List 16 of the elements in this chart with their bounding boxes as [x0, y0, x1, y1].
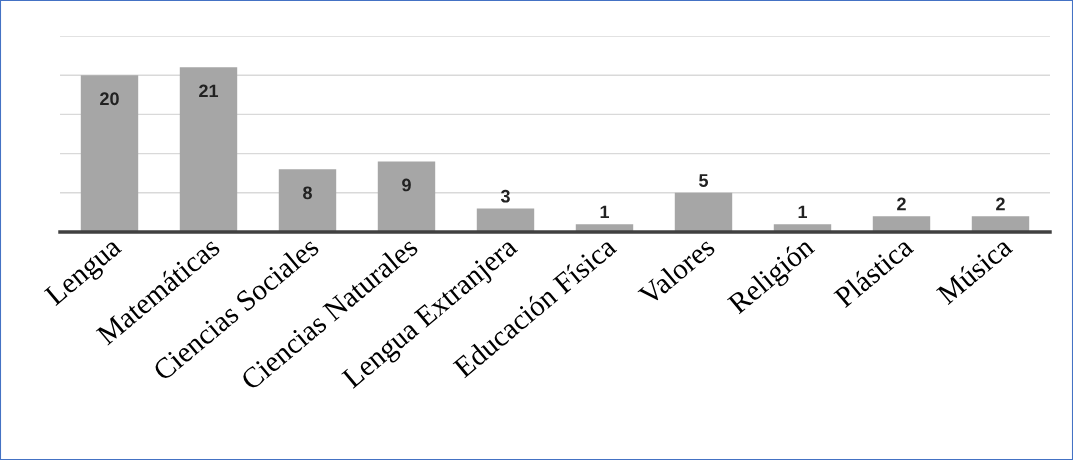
bar	[377, 161, 436, 232]
data-label: 1	[798, 205, 808, 219]
data-label: 8	[303, 186, 312, 200]
data-label: 5	[699, 174, 709, 187]
data-label: 20	[100, 92, 119, 106]
data-label: 21	[199, 84, 219, 98]
bar	[674, 192, 733, 232]
data-label: 2	[996, 197, 1005, 211]
bar	[476, 208, 535, 232]
data-label: 2	[897, 197, 906, 211]
data-label: 3	[500, 189, 510, 203]
bar	[179, 67, 238, 232]
bar	[80, 75, 139, 232]
data-label: 9	[402, 178, 411, 192]
bar	[278, 169, 337, 232]
data-label: 1	[600, 205, 610, 219]
